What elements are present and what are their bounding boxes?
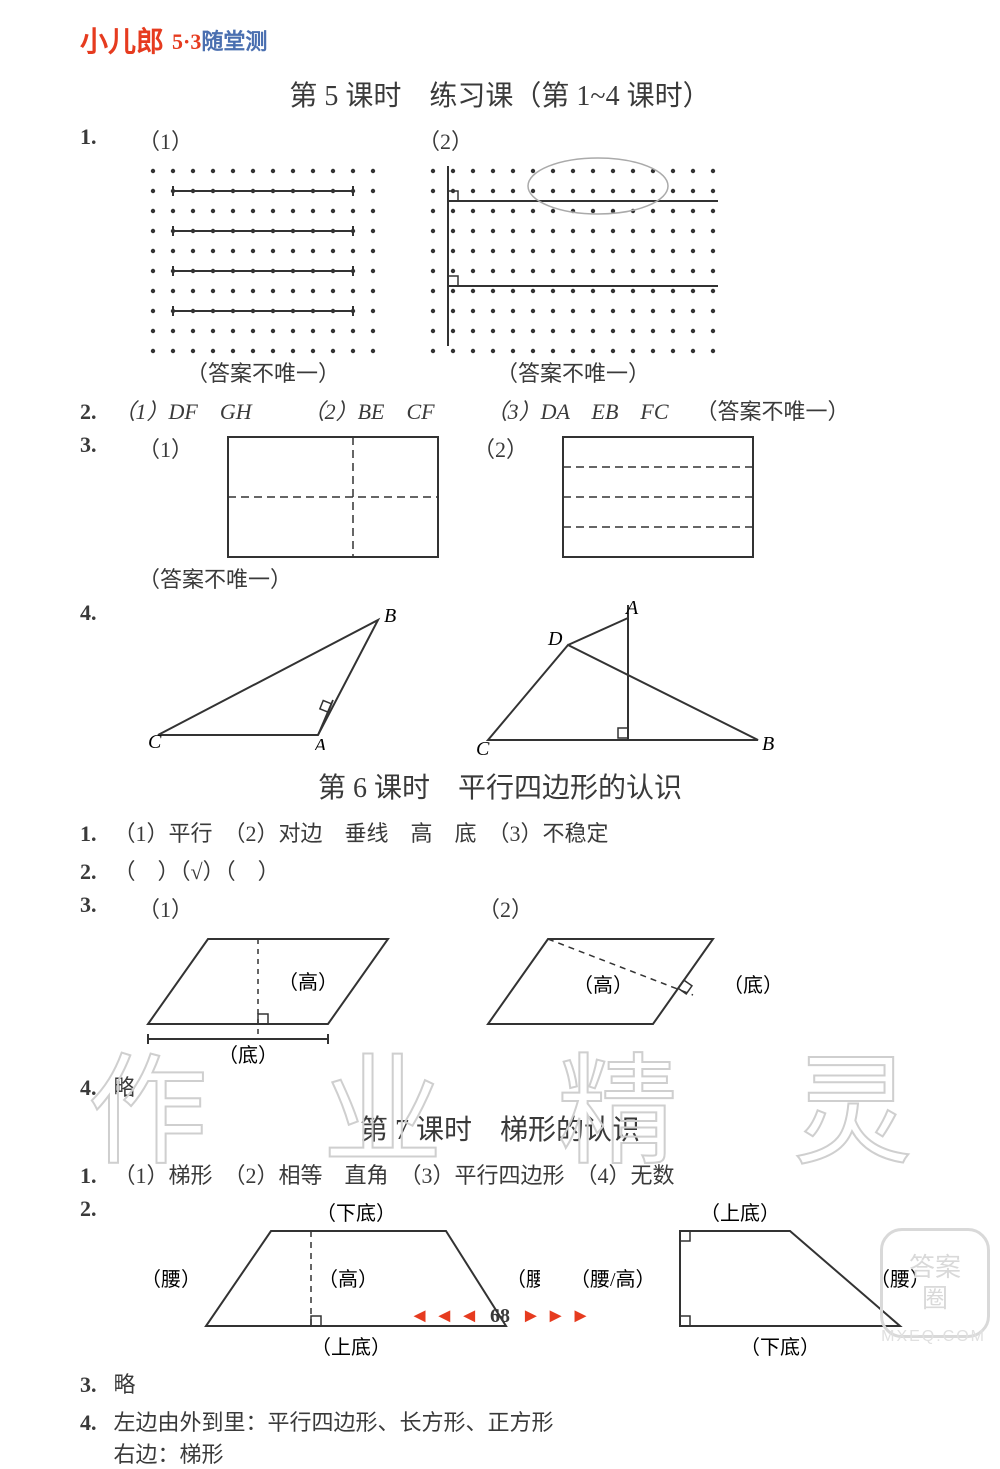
q-text: （1）梯形 （2）相等 直角 （3）平行四边形 （4）无数 <box>114 1163 675 1188</box>
q-text: （1）平行 （2）对边 垂线 高 底 （3）不稳定 <box>114 821 609 846</box>
q-number: 4. <box>80 1410 108 1436</box>
l6-q3-part2: （2） （高） （底） <box>478 892 818 1044</box>
stamp-l2: 圈 <box>922 1283 948 1314</box>
parallelogram-2: （高） （底） <box>478 924 818 1044</box>
part-label: （1） <box>138 897 193 922</box>
label-top: （下底） <box>316 1202 396 1225</box>
q4-line2: 右边：梯形 <box>114 1442 224 1467</box>
page-footer: ◄ ◄ ◄ 68 ► ► ► <box>0 1305 1000 1328</box>
part-label: （2） <box>478 897 533 922</box>
answer-note: （答案不唯一） <box>138 562 443 594</box>
l5-q3-part1: （1） （答案不唯一） <box>138 432 443 594</box>
q2-p1: （1）DF GH <box>114 399 252 424</box>
vertex-d: D <box>547 628 563 650</box>
l7-q4: 4. 左边由外到里：平行四边形、长方形、正方形 右边：梯形 <box>80 1405 920 1469</box>
q-number: 3. <box>80 892 108 918</box>
q2-p2: （2）BE CF <box>303 399 435 424</box>
l5-q2: 2. （1）DF GH （2）BE CF （3）DA EB FC （答案不唯一） <box>80 394 920 426</box>
q-number: 2. <box>80 859 108 885</box>
l7-q3: 3. 略 <box>80 1367 920 1399</box>
q2-p3: （3）DA EB FC <box>486 399 669 424</box>
vertex-a: A <box>312 735 327 750</box>
q-text: 略 <box>114 1372 136 1397</box>
trapezoid-1: （下底） （高） （腰） （腰） （上底） <box>136 1196 541 1361</box>
l6-q4: 4. 略 <box>80 1070 920 1102</box>
l5-q3: 3. （1） （答案不唯一） （2） <box>80 432 920 594</box>
l6-q3-part1: （1） （高） （底） <box>138 892 408 1064</box>
label-gao: （高） <box>573 974 633 997</box>
label-gao: （高） <box>278 971 338 994</box>
q-number: 1. <box>80 124 108 150</box>
l5-q1-part2: （2） （答案不唯一） <box>418 124 728 388</box>
q-number: 4. <box>80 600 108 626</box>
dot-grid-2 <box>418 156 728 356</box>
q-number: 3. <box>80 1372 108 1398</box>
vertex-c: C <box>476 738 490 760</box>
dot-grid-1 <box>138 156 388 356</box>
arrow-right-icon: ► ► ► <box>521 1305 590 1327</box>
page-number: 68 <box>490 1305 510 1327</box>
page-header: 小儿郎 5·3随堂测 <box>80 20 920 60</box>
q-number: 2. <box>80 1196 106 1222</box>
part-label: （2） <box>473 432 528 464</box>
logo-sub: 随堂测 <box>201 29 267 54</box>
label-gao: （高） <box>318 1268 378 1291</box>
part-label: （1） <box>138 129 193 154</box>
l7-q1: 1. （1）梯形 （2）相等 直角 （3）平行四边形 （4）无数 <box>80 1158 920 1190</box>
q-number: 4. <box>80 1075 108 1101</box>
logo-cn: 小儿郎 <box>80 20 164 60</box>
part-label: （1） <box>138 432 193 464</box>
q-number: 1. <box>80 821 108 847</box>
q-number: 3. <box>80 432 108 458</box>
label-yao-r: （腰） <box>506 1268 541 1291</box>
q-number: 2. <box>80 399 108 425</box>
stamp-l1: 答案 <box>909 1252 961 1283</box>
vertex-b: B <box>384 605 396 627</box>
triangle-2: A D C B <box>448 600 778 760</box>
vertex-b: B <box>762 733 774 755</box>
logo-text: 5·3随堂测 <box>172 24 267 56</box>
label-yao-l: （腰） <box>141 1268 201 1291</box>
trapezoid-2: （上底） （腰/高） （腰） （下底） <box>570 1196 920 1361</box>
l6-q3: 3. （1） （高） （底） （2） （高） （底） <box>80 892 920 1064</box>
lesson7-title: 第 7 课时 梯形的认识 <box>80 1108 920 1148</box>
triangle-1: C B A <box>138 600 418 750</box>
vertex-c: C <box>148 731 162 750</box>
site-watermark: MXEQ.COM <box>881 1328 986 1346</box>
l6-q1: 1. （1）平行 （2）对边 垂线 高 底 （3）不稳定 <box>80 816 920 848</box>
lesson6-title: 第 6 课时 平行四边形的认识 <box>80 766 920 806</box>
label-di: （底） <box>218 1044 278 1064</box>
l7-q2: 2. （下底） （高） （腰） （腰） （上底） （上底） （腰/高） （腰） … <box>80 1196 920 1361</box>
l5-q3-part2: （2） <box>473 432 758 562</box>
l5-q1: 1. （1） （答案不唯一） （2） <box>80 124 920 388</box>
answer-stamp: 答案 圈 <box>880 1228 990 1338</box>
q-text: （ ）（√）（ ） <box>114 859 280 884</box>
vertex-a: A <box>624 600 639 619</box>
parallelogram-1: （高） （底） <box>138 924 408 1064</box>
l6-q2: 2. （ ）（√）（ ） <box>80 854 920 886</box>
q-number: 1. <box>80 1163 108 1189</box>
rect-fold-1 <box>223 432 443 562</box>
l5-q4: 4. C B A A D C B <box>80 600 920 760</box>
part-label: （2） <box>418 129 473 154</box>
arrow-left-icon: ◄ ◄ ◄ <box>410 1305 479 1327</box>
q4-line1: 左边由外到里：平行四边形、长方形、正方形 <box>114 1410 554 1435</box>
answer-note: （答案不唯一） <box>418 356 728 388</box>
logo-53: 5·3 <box>172 29 201 54</box>
lesson5-title: 第 5 课时 练习课（第 1~4 课时） <box>80 74 920 114</box>
l5-q1-part1: （1） （答案不唯一） <box>138 124 388 388</box>
label-top: （上底） <box>700 1202 780 1225</box>
q-text: 略 <box>114 1075 136 1100</box>
q2-note: （答案不唯一） <box>696 399 850 424</box>
label-di: （底） <box>723 974 783 997</box>
answer-note: （答案不唯一） <box>138 356 388 388</box>
label-yaogao: （腰/高） <box>570 1268 656 1291</box>
rect-fold-2 <box>558 432 758 562</box>
